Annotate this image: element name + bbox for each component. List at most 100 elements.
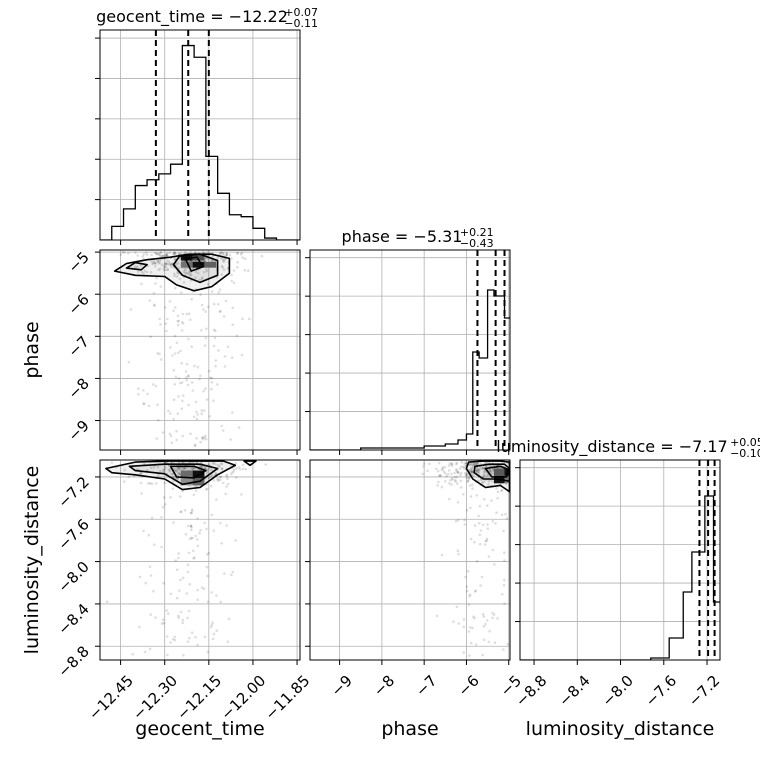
scatter-point xyxy=(450,464,454,468)
scatter-point xyxy=(204,310,207,313)
scatter-point xyxy=(166,268,169,272)
scatter-point xyxy=(492,613,496,616)
scatter-point xyxy=(535,465,538,468)
scatter-point xyxy=(158,317,161,321)
x-tick-label: −8 xyxy=(370,672,398,700)
scatter-point xyxy=(464,461,468,464)
scatter-point xyxy=(488,469,492,472)
scatter-point xyxy=(206,469,209,473)
scatter-point xyxy=(164,265,168,269)
scatter-point xyxy=(188,274,192,277)
scatter-point xyxy=(174,257,177,261)
scatter-point xyxy=(160,622,164,625)
scatter-point xyxy=(464,474,468,477)
scatter-point xyxy=(164,254,168,257)
scatter-point xyxy=(481,466,485,470)
scatter-point xyxy=(195,410,198,414)
scatter-point xyxy=(223,257,227,261)
scatter-point xyxy=(174,559,177,562)
scatter-point xyxy=(226,345,230,349)
scatter-point xyxy=(168,300,172,303)
scatter-point xyxy=(165,329,168,333)
scatter-point xyxy=(438,474,441,477)
scatter-point xyxy=(220,467,224,470)
scatter-point xyxy=(444,472,447,475)
scatter-point xyxy=(174,286,177,290)
scatter-point xyxy=(162,265,166,268)
scatter-point xyxy=(482,474,486,478)
scatter-point xyxy=(491,520,495,523)
scatter-point xyxy=(145,253,149,257)
scatter-point xyxy=(448,497,451,501)
scatter-point xyxy=(152,466,156,469)
scatter-point xyxy=(208,415,212,418)
scatter-point xyxy=(464,473,468,476)
y-tick-label: −8 xyxy=(64,375,92,403)
scatter-point xyxy=(182,394,185,398)
scatter-point xyxy=(198,377,201,381)
contour-line xyxy=(125,261,148,271)
scatter-point xyxy=(190,381,194,384)
scatter-point xyxy=(448,462,452,465)
scatter-point xyxy=(186,640,190,643)
scatter-point xyxy=(522,651,525,654)
scatter-point xyxy=(447,464,451,467)
scatter-point xyxy=(487,480,491,483)
y-axis-label-luminosity_distance: luminosity_distance xyxy=(21,466,43,655)
scatter-point xyxy=(159,323,162,326)
scatter-point xyxy=(185,312,189,316)
scatter-point xyxy=(165,253,169,256)
scatter-point xyxy=(181,621,184,624)
scatter-point xyxy=(150,516,154,520)
scatter-point xyxy=(243,257,247,261)
x-tick-label: −8.0 xyxy=(598,672,636,710)
scatter-point xyxy=(159,258,163,262)
scatter-point xyxy=(462,618,466,621)
scatter-point xyxy=(444,480,447,483)
scatter-point xyxy=(187,374,190,377)
scatter-point xyxy=(455,461,459,465)
scatter-point xyxy=(187,609,191,613)
scatter-point xyxy=(231,411,234,414)
scatter-point xyxy=(219,257,223,260)
scatter-point xyxy=(202,389,205,393)
scatter-point xyxy=(179,510,183,514)
scatter-point xyxy=(184,533,188,536)
scatter-point xyxy=(184,370,188,373)
scatter-point xyxy=(467,478,471,481)
scatter-point xyxy=(264,463,268,466)
scatter-point xyxy=(475,470,478,473)
scatter-point xyxy=(169,470,172,473)
scatter-point xyxy=(503,602,506,606)
scatter-point xyxy=(210,591,213,594)
scatter-point xyxy=(487,555,491,558)
scatter-point xyxy=(174,263,178,267)
scatter-point xyxy=(207,476,210,480)
scatter-point xyxy=(466,569,470,573)
scatter-point xyxy=(478,533,482,536)
scatter-point xyxy=(503,559,506,562)
scatter-point xyxy=(491,616,494,620)
scatter-point xyxy=(260,254,264,258)
scatter-point xyxy=(469,495,473,498)
scatter-point xyxy=(157,253,161,257)
y-tick-label: −9 xyxy=(64,417,92,445)
scatter-point xyxy=(190,273,193,277)
scatter-point xyxy=(160,545,163,549)
scatter-point xyxy=(176,262,180,265)
scatter-point xyxy=(491,611,494,615)
scatter-point xyxy=(458,467,462,470)
scatter-point xyxy=(501,593,504,596)
scatter-point xyxy=(457,622,461,625)
scatter-point xyxy=(449,479,452,482)
scatter-point xyxy=(205,527,208,531)
scatter-point xyxy=(180,329,184,332)
scatter-point xyxy=(475,469,479,472)
scatter-point xyxy=(215,594,218,597)
scatter-point xyxy=(230,472,233,476)
scatter-point xyxy=(471,470,474,473)
scatter-point xyxy=(216,477,219,481)
scatter-point xyxy=(454,519,458,523)
scatter-point xyxy=(165,262,168,265)
scatter-point xyxy=(480,575,484,579)
